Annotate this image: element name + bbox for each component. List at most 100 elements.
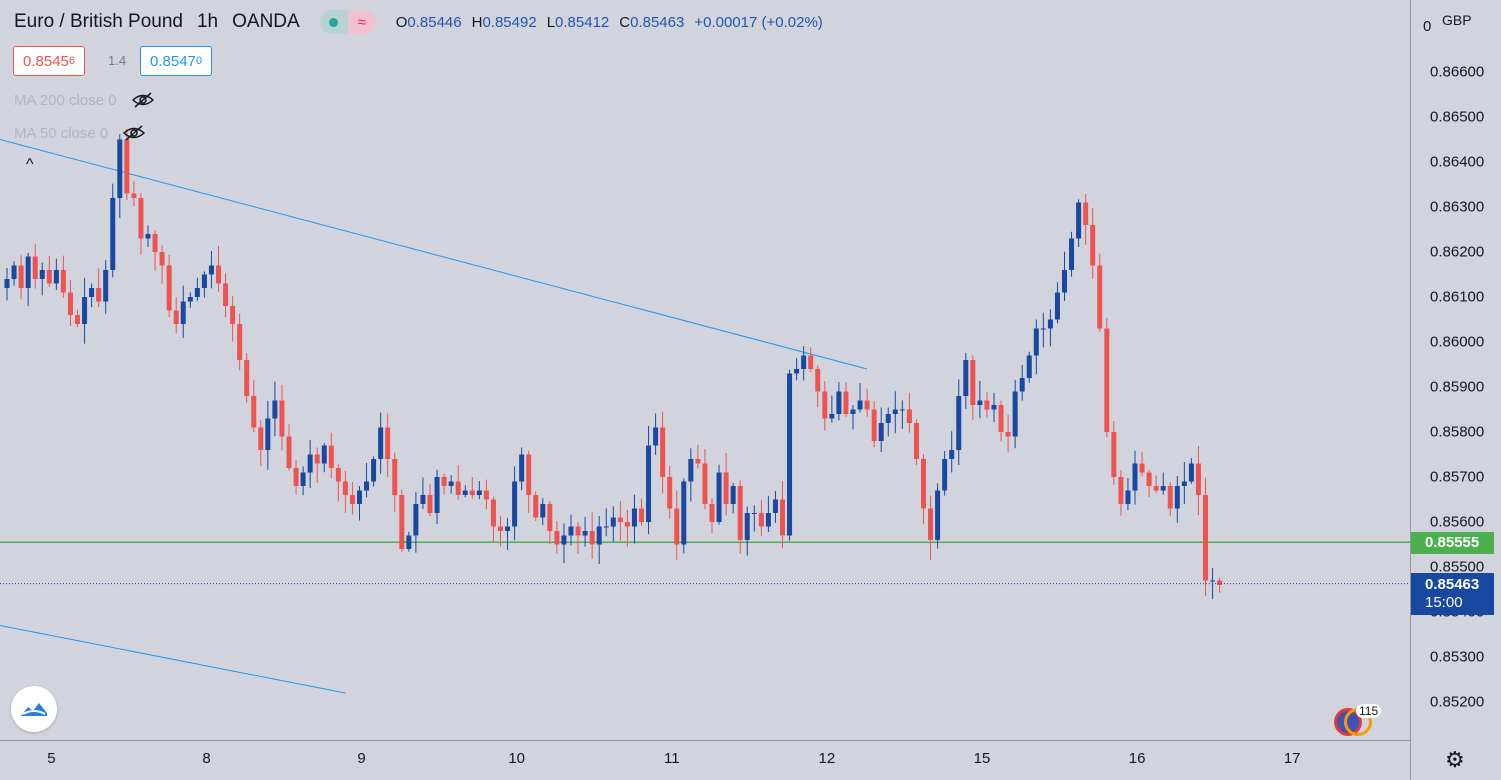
candle-body (956, 396, 962, 450)
candle (216, 246, 221, 292)
sell-button[interactable]: 0.8545 6 (13, 46, 86, 76)
price-tick-label: 0.85500 (1430, 558, 1485, 576)
candle (568, 514, 574, 546)
candle (1005, 414, 1011, 453)
collapse-legend-button[interactable]: ^ (26, 156, 34, 173)
tradingview-logo[interactable] (11, 686, 57, 732)
candle (1153, 475, 1159, 493)
candle-body (145, 234, 151, 239)
price-tick-label: 0.86600 (1430, 63, 1485, 81)
candle (166, 254, 172, 317)
candle-body (208, 265, 214, 275)
candle (1062, 251, 1067, 301)
candle (342, 471, 348, 513)
market-status-pill[interactable]: ≈ (319, 10, 376, 34)
trend-line-2[interactable] (0, 625, 346, 694)
candle (46, 255, 52, 288)
sell-price: 0.8545 (23, 52, 69, 70)
candle (505, 518, 511, 550)
eye-hidden-icon[interactable] (131, 91, 155, 109)
chart-plot-area[interactable] (0, 0, 1410, 740)
candle-body (949, 450, 955, 459)
candle-body (1069, 238, 1075, 270)
time-tick-label: 17 (1283, 750, 1301, 767)
candle-body (1104, 328, 1110, 432)
candle (801, 346, 807, 381)
time-tick-label: 8 (202, 750, 211, 767)
price-axis-border (1410, 0, 1411, 780)
candle-body (1203, 495, 1208, 581)
candle-body (455, 481, 461, 495)
candle-body (603, 526, 609, 528)
candle-body (871, 409, 877, 441)
candle (307, 439, 313, 489)
candle (1174, 475, 1180, 523)
buy-button[interactable]: 0.8547 0 (140, 46, 213, 76)
trend-line-1[interactable] (0, 139, 868, 370)
candle (223, 273, 229, 318)
indicator-ma50[interactable]: MA 50 close 0 (14, 124, 146, 142)
candle (1076, 199, 1082, 248)
settings-gear-icon[interactable]: ⚙ (1445, 747, 1465, 772)
candle-body (1217, 580, 1223, 585)
candle-body (286, 436, 292, 468)
candle-body (624, 522, 630, 527)
symbol-title[interactable]: Euro / British Pound (14, 11, 183, 32)
candle (942, 450, 948, 496)
candle-body (963, 360, 969, 396)
candle (448, 475, 454, 494)
candle-body (1026, 355, 1032, 378)
candle (963, 352, 969, 409)
candle (110, 183, 116, 278)
candle (765, 495, 771, 532)
price-tick-label: 0.86500 (1430, 108, 1485, 126)
candle-body (18, 265, 24, 288)
candle (251, 380, 257, 433)
price-tick-label: 0.85900 (1430, 378, 1485, 396)
candle-body (984, 400, 990, 410)
candle (1195, 446, 1201, 516)
candle-body (498, 526, 503, 531)
candles-group (4, 129, 1223, 600)
candle (709, 498, 715, 534)
candle (187, 292, 193, 308)
candle (646, 425, 652, 535)
candle-body (512, 481, 518, 527)
candle (575, 522, 581, 554)
candle-body (364, 481, 370, 491)
time-tick-label: 10 (508, 750, 526, 767)
candle-body (216, 265, 221, 284)
candle-body (899, 409, 905, 411)
exchange-label[interactable]: OANDA (232, 11, 300, 32)
candle (977, 380, 983, 419)
candle-body (187, 297, 193, 302)
open-label: O (395, 13, 408, 31)
candle-body (1146, 472, 1152, 486)
trend-lines[interactable] (0, 139, 868, 694)
candle (829, 395, 835, 423)
candle (159, 245, 165, 284)
candle-body (32, 256, 38, 279)
candle-body (836, 391, 842, 414)
candle (998, 400, 1004, 442)
notification-count: 115 (1356, 704, 1382, 718)
candle-body (744, 513, 750, 540)
eye-hidden-icon[interactable] (122, 124, 146, 142)
candle (589, 512, 595, 559)
candle-body (970, 360, 976, 405)
candle (131, 181, 137, 207)
candle (1040, 312, 1046, 348)
candle-body (589, 531, 595, 545)
candle-body (378, 427, 384, 459)
time-tick-label: 9 (357, 750, 366, 767)
candle (392, 452, 398, 513)
candle (300, 466, 306, 496)
candle (321, 443, 327, 473)
candle-body (1005, 432, 1011, 437)
candle (1160, 472, 1166, 495)
indicator-ma200[interactable]: MA 200 close 0 (14, 91, 155, 109)
notifications-badge[interactable]: 115 (1334, 704, 1382, 738)
price-tick-label: 0.86100 (1430, 288, 1485, 306)
timeframe-label[interactable]: 1h (196, 11, 219, 32)
candle (1118, 470, 1124, 516)
